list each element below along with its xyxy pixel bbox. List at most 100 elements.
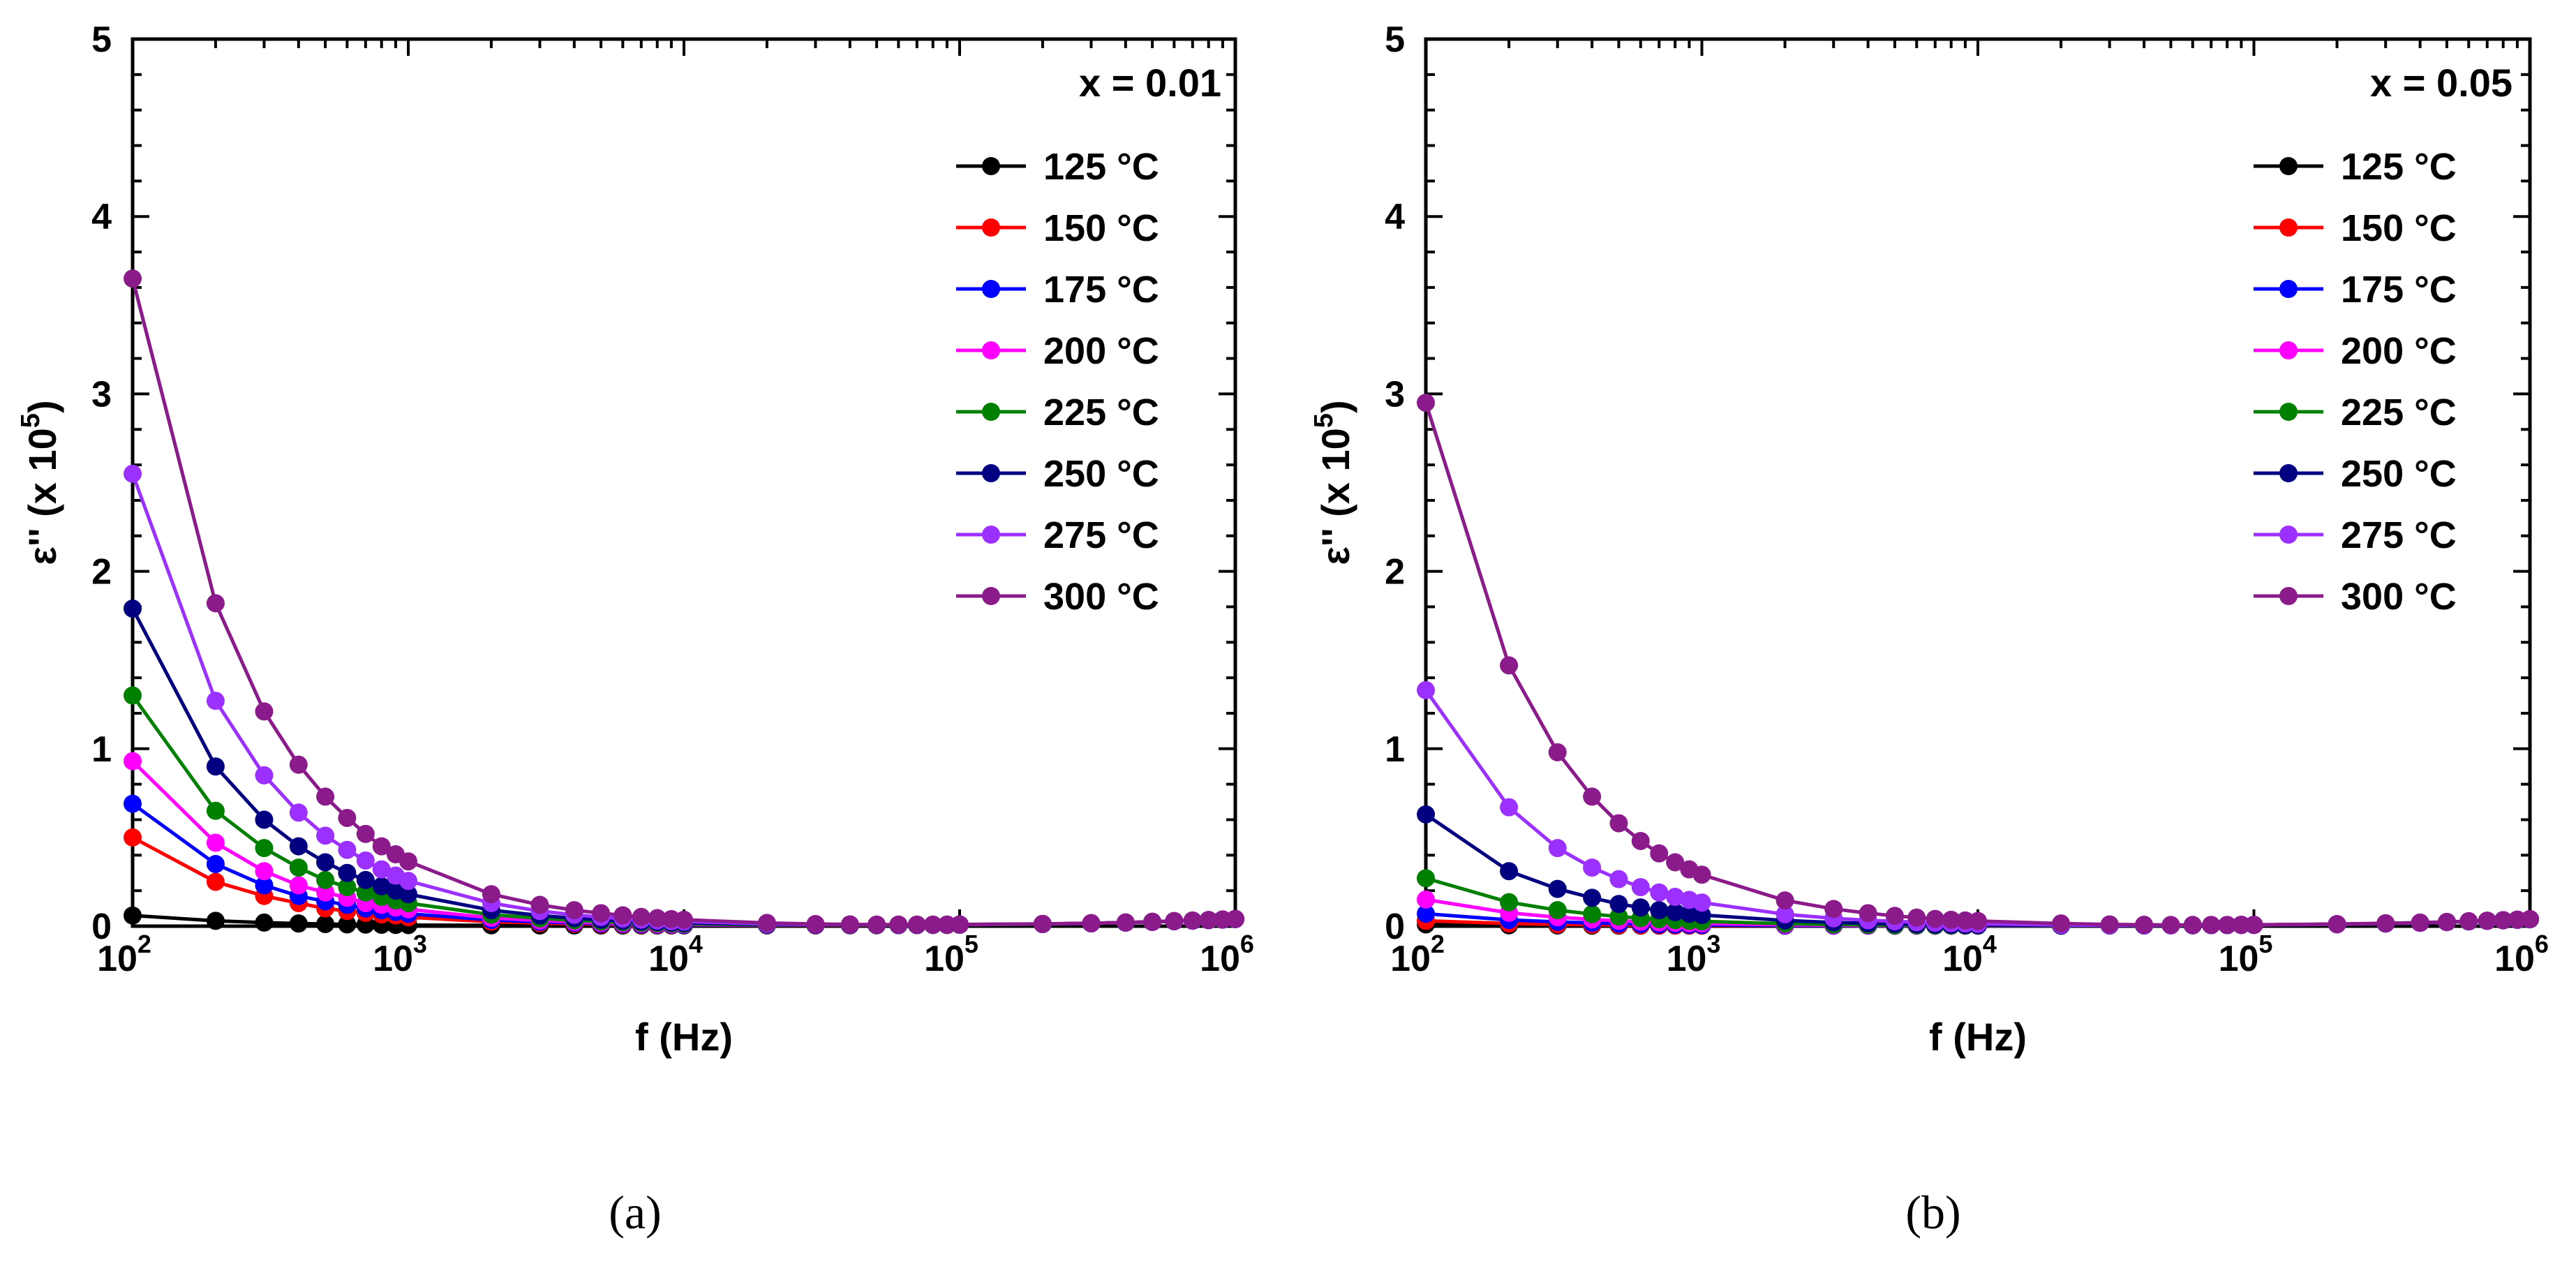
legend-marker [982,157,1000,175]
legend-label: 300 °C [2341,576,2457,618]
legend-label: 250 °C [1043,453,1159,495]
data-point [592,904,611,923]
data-point [124,752,142,771]
data-point [1417,890,1435,909]
data-point [1500,798,1519,817]
y-tick-label: 1 [91,729,112,770]
data-point [255,862,274,881]
panel-caption: (a) [609,1186,661,1239]
panel-caption: (b) [1905,1186,1960,1239]
y-axis-label-main: ε'' (x 10 [20,428,64,565]
composition-annotation: x = 0.01 [1079,61,1221,105]
data-point [1548,839,1567,858]
data-point [1824,900,1843,918]
data-point [675,910,693,929]
data-point [2100,915,2119,934]
y-axis-label: ε'' (x 105) [16,400,64,565]
data-point [1033,914,1052,933]
legend-label: 225 °C [1043,392,1159,433]
series-7 [1417,394,2539,935]
data-point [289,858,308,877]
data-point [1609,895,1628,914]
x-tick-label: 105 [2219,930,2273,979]
data-point [206,911,225,930]
data-point [206,594,225,613]
data-point [648,909,667,928]
data-point [289,803,308,822]
data-point [2411,913,2429,932]
data-point [1417,869,1435,888]
data-point [1631,878,1650,897]
data-point [316,914,335,933]
data-point [565,901,583,920]
data-point [1583,787,1602,806]
data-point [2478,911,2496,930]
series-7 [124,269,1244,934]
data-point [206,833,225,852]
x-tick-label-exp: 3 [1706,930,1720,958]
data-point [1417,394,1435,412]
data-point [1583,905,1602,923]
x-tick-label: 104 [648,930,703,979]
legend-marker [2279,587,2298,605]
data-point [124,464,142,483]
data-point [124,269,142,288]
x-tick-label: 103 [373,930,427,979]
data-point [356,824,375,843]
data-point [1417,680,1435,699]
data-point [951,915,969,934]
y-tick-label: 2 [1385,552,1405,593]
data-point [1226,909,1244,928]
data-point [1609,814,1628,833]
data-point [124,794,142,813]
data-point [840,915,859,934]
data-point [255,913,274,932]
legend-marker [982,587,1000,605]
legend-marker [982,218,1000,237]
data-point [206,872,225,891]
data-point [923,915,942,934]
data-point [338,863,357,882]
x-tick-label: 106 [1200,930,1254,979]
x-axis-label: f (Hz) [635,1015,733,1059]
x-tick-label-exp: 5 [2258,930,2272,958]
legend-marker [2279,280,2298,298]
data-point [1548,879,1567,898]
y-tick-label: 5 [1385,20,1405,60]
data-point [937,915,956,934]
data-point [1165,911,1184,930]
data-point [889,915,908,934]
data-point [316,870,335,889]
composition-annotation: x = 0.05 [2370,61,2512,105]
legend-label: 150 °C [2341,207,2457,249]
data-point [2244,915,2263,934]
legend-marker [2279,341,2298,359]
data-point [1500,656,1519,675]
data-point [482,885,500,904]
data-point [338,808,357,827]
data-point [124,906,142,925]
legend-label: 125 °C [2341,146,2457,188]
x-tick-label: 105 [924,930,978,979]
data-point [2183,916,2202,935]
y-tick-label: 0 [1385,907,1405,947]
data-point [372,877,391,895]
data-point [289,837,308,856]
data-point [1183,911,1202,930]
data-point [1859,904,1877,923]
x-tick-label-exp: 2 [137,930,151,958]
data-point [757,914,776,932]
y-tick-label: 0 [91,907,112,947]
data-point [1666,902,1685,921]
legend-marker [2279,218,2298,237]
y-tick-label: 3 [1385,374,1405,415]
data-point [806,914,825,933]
data-point [1666,853,1685,872]
data-point [206,692,225,710]
data-point [2161,916,2180,935]
legend-marker [982,403,1000,421]
data-point [1631,831,1650,850]
